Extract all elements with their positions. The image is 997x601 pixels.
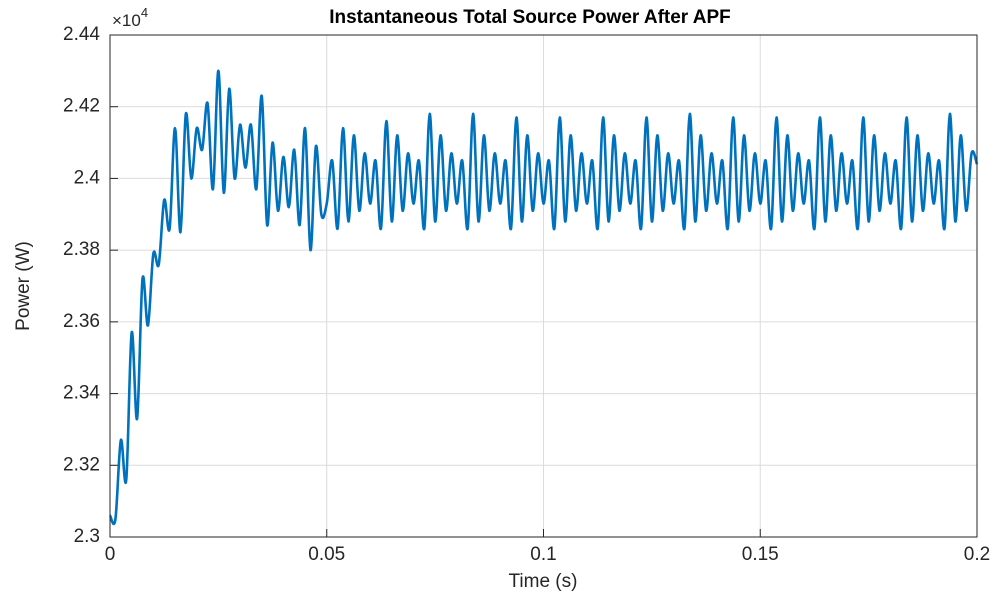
plot-area <box>108 69 979 526</box>
y-tick-label: 2.4 <box>74 167 101 188</box>
x-axis-label: Time (s) <box>509 571 578 592</box>
x-tick-label: 0.1 <box>530 544 556 565</box>
x-tick-label: 0.2 <box>964 544 990 565</box>
y-tick-label: 2.38 <box>63 239 100 260</box>
data-line <box>108 69 979 526</box>
y-multiplier-base: ×10 <box>112 11 141 30</box>
y-tick-label: 2.42 <box>63 96 100 117</box>
chart-title: Instantaneous Total Source Power After A… <box>329 7 731 28</box>
y-axis-label: Power (W) <box>13 241 34 331</box>
y-multiplier: ×104 <box>112 5 148 30</box>
y-tick-label: 2.3 <box>74 526 100 547</box>
grid <box>109 34 978 538</box>
x-tick-label: 0 <box>105 544 116 565</box>
y-multiplier-exponent: 4 <box>141 5 148 20</box>
y-tick-label: 2.36 <box>63 311 100 332</box>
y-tick-label: 2.32 <box>63 454 100 475</box>
x-tick-label: 0.05 <box>308 544 345 565</box>
axes-box <box>109 34 978 538</box>
x-tick-label: 0.15 <box>742 544 779 565</box>
y-tick-label: 2.44 <box>63 24 100 45</box>
y-tick-label: 2.34 <box>63 383 100 404</box>
